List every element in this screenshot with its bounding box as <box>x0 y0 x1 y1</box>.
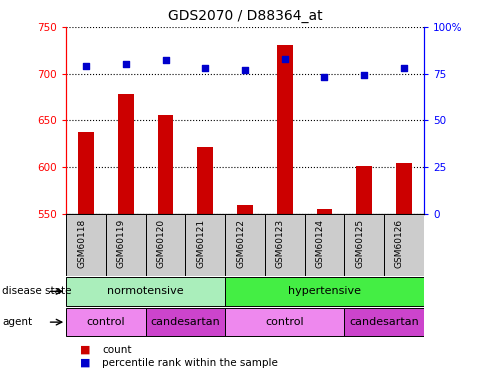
Bar <box>66 308 146 336</box>
Text: candesartan: candesartan <box>150 317 220 327</box>
Point <box>281 56 289 62</box>
Bar <box>146 214 185 276</box>
Title: GDS2070 / D88364_at: GDS2070 / D88364_at <box>168 9 322 23</box>
Point <box>320 74 328 80</box>
Bar <box>78 132 94 214</box>
Bar <box>344 214 384 276</box>
Bar <box>344 308 424 336</box>
Point <box>162 57 170 63</box>
Text: disease state: disease state <box>2 286 72 296</box>
Bar <box>237 205 253 214</box>
Bar <box>225 214 265 276</box>
Text: GSM60122: GSM60122 <box>236 219 245 268</box>
Bar <box>158 115 173 214</box>
Point <box>400 65 408 71</box>
Bar <box>66 277 225 306</box>
Text: count: count <box>102 345 131 355</box>
Bar <box>197 147 213 214</box>
Bar <box>265 214 305 276</box>
Text: ■: ■ <box>80 358 91 368</box>
Text: control: control <box>87 317 125 327</box>
Bar <box>225 308 344 336</box>
Text: GSM60125: GSM60125 <box>355 219 364 268</box>
Bar <box>185 214 225 276</box>
Text: GSM60120: GSM60120 <box>156 219 166 268</box>
Text: percentile rank within the sample: percentile rank within the sample <box>102 358 278 368</box>
Bar <box>384 214 424 276</box>
Text: candesartan: candesartan <box>349 317 419 327</box>
Bar <box>396 163 412 214</box>
Text: GSM60121: GSM60121 <box>196 219 205 268</box>
Bar <box>106 214 146 276</box>
Text: ■: ■ <box>80 345 91 355</box>
Point <box>360 72 368 78</box>
Bar <box>66 214 106 276</box>
Bar <box>146 308 225 336</box>
Text: agent: agent <box>2 317 32 327</box>
Bar <box>277 45 293 214</box>
Text: GSM60124: GSM60124 <box>316 219 324 268</box>
Text: control: control <box>266 317 304 327</box>
Text: GSM60126: GSM60126 <box>395 219 404 268</box>
Text: normotensive: normotensive <box>107 286 184 296</box>
Point <box>241 67 249 73</box>
Text: GSM60119: GSM60119 <box>117 219 126 268</box>
Bar <box>118 94 134 214</box>
Bar <box>225 277 424 306</box>
Text: GSM60118: GSM60118 <box>77 219 86 268</box>
Bar <box>305 214 344 276</box>
Point <box>82 63 90 69</box>
Point <box>201 65 209 71</box>
Point <box>122 61 130 67</box>
Text: GSM60123: GSM60123 <box>276 219 285 268</box>
Text: hypertensive: hypertensive <box>288 286 361 296</box>
Bar <box>317 209 332 214</box>
Bar <box>356 166 372 214</box>
